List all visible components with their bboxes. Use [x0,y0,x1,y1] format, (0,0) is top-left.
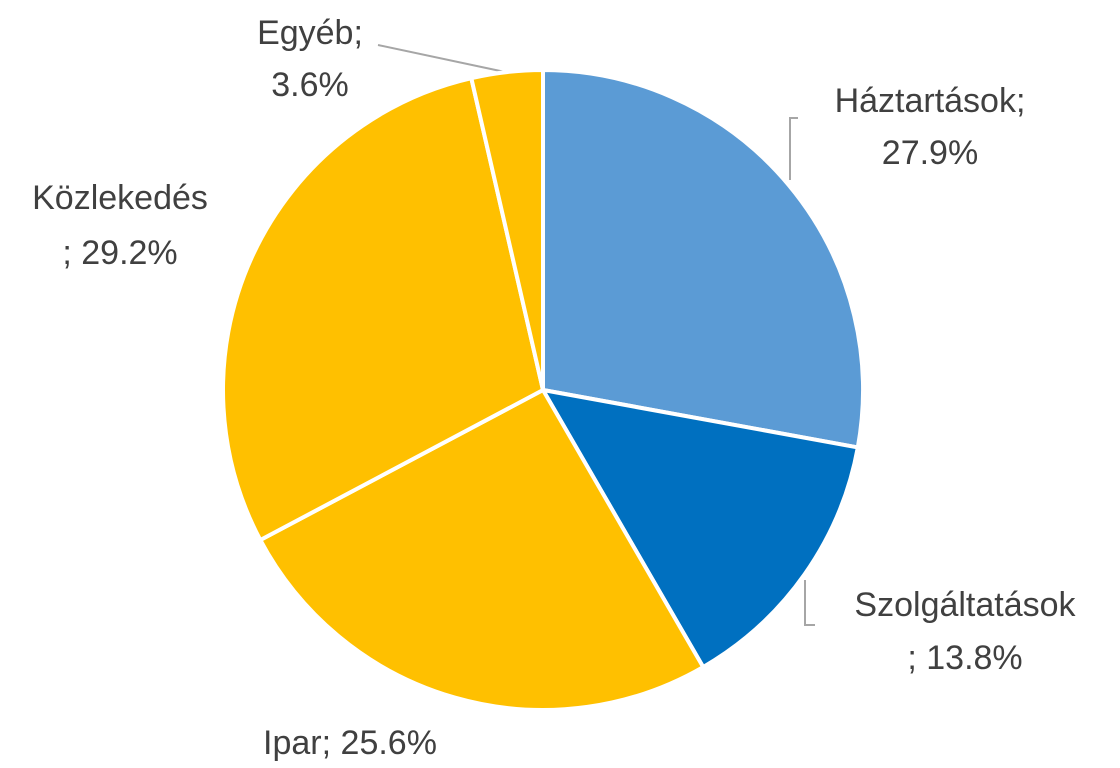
label-separator: ; [1016,82,1025,120]
value-label: 27.9% [882,134,978,172]
pie-slice [469,68,545,392]
pie-slice [221,76,545,543]
pie-slice [541,68,865,450]
pie-slice [258,388,706,712]
label-separator: ; [907,639,926,677]
data-label: Szolgáltatások; 13.8% [854,586,1076,677]
data-label: Közlekedés; 29.2% [32,179,208,272]
category-name: Háztartások [835,82,1017,120]
label-separator: ; [322,724,341,762]
value-label: 3.6% [271,66,349,104]
slices [221,68,865,712]
data-label: Háztartások; 27.9% [835,82,1026,172]
label-separator: ; [62,234,81,272]
leader-line [377,44,506,73]
category-name: Közlekedés [32,179,208,217]
value-label: 29.2% [81,234,177,272]
category-name: Egyéb [257,14,353,52]
pie-slice [541,388,860,670]
label-separator: ; [353,14,362,52]
leader-line [789,117,798,180]
category-name: Szolgáltatások [854,586,1076,624]
data-label: Egyéb; 3.6% [257,14,363,104]
value-label: 25.6% [341,724,437,762]
category-name: Ipar [263,724,322,762]
leader-line [804,580,815,626]
data-label: Ipar; 25.6% [263,724,437,762]
value-label: 13.8% [926,639,1022,677]
